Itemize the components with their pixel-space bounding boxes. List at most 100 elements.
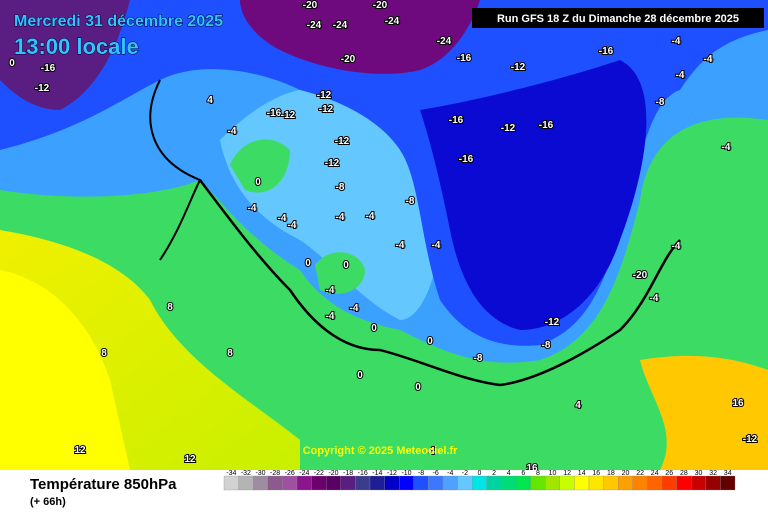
colorbar-swatch <box>691 475 706 491</box>
colorbar-swatch <box>530 475 546 491</box>
colorbar-label: 2 <box>492 470 496 477</box>
colorbar-label: 20 <box>622 470 630 477</box>
colorbar-swatch <box>296 475 312 491</box>
colorbar-swatch <box>413 475 429 491</box>
isotherm-label: -8 <box>406 196 415 207</box>
isotherm-label: -4 <box>704 54 713 65</box>
cold-core-north <box>240 0 480 74</box>
colorbar-swatch <box>501 475 517 491</box>
colorbar-swatch <box>545 475 560 491</box>
colorbar-label: 4 <box>507 470 511 477</box>
warm-zone-se <box>640 355 768 470</box>
isotherm-label: 4 <box>429 446 435 457</box>
colorbar-label: 18 <box>607 470 615 477</box>
isotherm-label: 12 <box>74 445 86 456</box>
isotherm-line <box>149 79 202 261</box>
isotherm-label: -4 <box>278 213 287 224</box>
isotherm-label: -8 <box>474 353 483 364</box>
isotherm-label: 4 <box>575 400 581 411</box>
isotherm-label: 8 <box>167 302 173 313</box>
isotherm-label: -4 <box>248 203 257 214</box>
isotherm-label: -4 <box>672 36 681 47</box>
isotherm-label: -16 <box>599 46 614 57</box>
isotherm-label: -8 <box>542 340 551 351</box>
isotherm-label: -20 <box>633 270 648 281</box>
run-box <box>472 8 764 28</box>
colorbar-swatch <box>282 475 298 491</box>
isotherm-label: -20 <box>373 0 388 11</box>
colorbar-label: 16 <box>592 470 600 477</box>
colorbar-label: -20 <box>328 470 338 477</box>
isotherm-label: -4 <box>326 285 335 296</box>
isotherm-label: -4 <box>288 220 297 231</box>
date: Mercredi 31 décembre 2025 <box>14 13 223 30</box>
isotherm-label: -4 <box>650 293 659 304</box>
isotherm-label: -12 <box>35 83 50 94</box>
colorbar-swatch <box>340 475 356 491</box>
isotherm-label: -12 <box>501 123 516 134</box>
isotherm-label: -8 <box>656 97 665 108</box>
colorbar-label: -28 <box>270 470 280 477</box>
colorbar-swatch <box>457 475 473 491</box>
isotherm-label: 12 <box>184 454 196 465</box>
colorbar-label: -4 <box>447 470 453 477</box>
isotherm-label: -16 <box>41 63 56 74</box>
colorbar-swatch <box>311 475 327 491</box>
colorbar-label: 6 <box>521 470 525 477</box>
isotherm-label: -24 <box>437 36 452 47</box>
colorbar-swatch <box>399 475 414 491</box>
colorbar-label: -32 <box>241 470 251 477</box>
colorbar-swatch <box>267 475 283 491</box>
copyright: Copyright © 2025 Meteociel.fr <box>303 445 459 457</box>
isotherm-label: -16 <box>539 120 554 131</box>
field-title: Température 850hPa <box>30 476 177 493</box>
colorbar-swatch <box>223 475 239 491</box>
isotherm-label: -4 <box>228 126 237 137</box>
colorbar-label: -2 <box>462 470 468 477</box>
isotherm-label: -4 <box>366 211 375 222</box>
isotherm-label: -16 <box>267 108 282 119</box>
colorbar-label: -6 <box>433 470 439 477</box>
iceland-warm <box>230 139 290 193</box>
isotherm-label: -12 <box>743 434 758 445</box>
colorbar-label: 24 <box>651 470 659 477</box>
isotherm-label: -16 <box>457 53 472 64</box>
colorbar-label: -12 <box>387 470 397 477</box>
isotherm-zero <box>199 179 681 387</box>
colorbar-label: 0 <box>478 470 482 477</box>
uk-warm <box>315 252 365 294</box>
colorbar-label: -26 <box>285 470 295 477</box>
colorbar-label: 10 <box>549 470 557 477</box>
colorbar-swatch <box>720 475 736 491</box>
colorbar-swatch <box>238 475 254 491</box>
run-info: Run GFS 18 Z du Dimanche 28 décembre 202… <box>497 13 739 25</box>
colorbar-swatch <box>632 475 648 491</box>
colorbar-swatch <box>647 475 663 491</box>
colorbar-swatch <box>588 475 604 491</box>
isotherm-label: 0 <box>9 58 15 69</box>
colorbar-label: 22 <box>636 470 644 477</box>
isotherm-label: -12 <box>545 317 560 328</box>
lead-time: (+ 66h) <box>30 496 66 508</box>
isotherm-label: -4 <box>336 212 345 223</box>
local-time: 13:00 locale <box>14 34 139 59</box>
isotherm-label: 8 <box>101 348 107 359</box>
isotherm-label: -4 <box>396 240 405 251</box>
cold-core-greenland <box>0 0 130 110</box>
warm-zone-yellow <box>0 270 130 470</box>
isotherm-label: -8 <box>336 182 345 193</box>
isotherm-label: -4 <box>350 303 359 314</box>
colorbar-swatch <box>559 475 575 491</box>
colorbar-swatch <box>705 475 721 491</box>
colorbar-swatch <box>369 475 385 491</box>
isotherm-label: -16 <box>449 115 464 126</box>
map: -20-24 -24-20-24-24-20 -16-12-16-4-4-4-8-4… <box>0 0 768 475</box>
colorbar-swatch <box>486 475 502 491</box>
isotherm-label: 16 <box>732 398 744 409</box>
isotherm-label: 0 <box>415 382 421 393</box>
isotherm-label: 0 <box>305 258 311 269</box>
isotherm-label: 0 <box>343 260 349 271</box>
isotherm-label: 8 <box>227 348 233 359</box>
colorbar-swatch <box>442 475 458 491</box>
isotherm-label: -4 <box>676 70 685 81</box>
